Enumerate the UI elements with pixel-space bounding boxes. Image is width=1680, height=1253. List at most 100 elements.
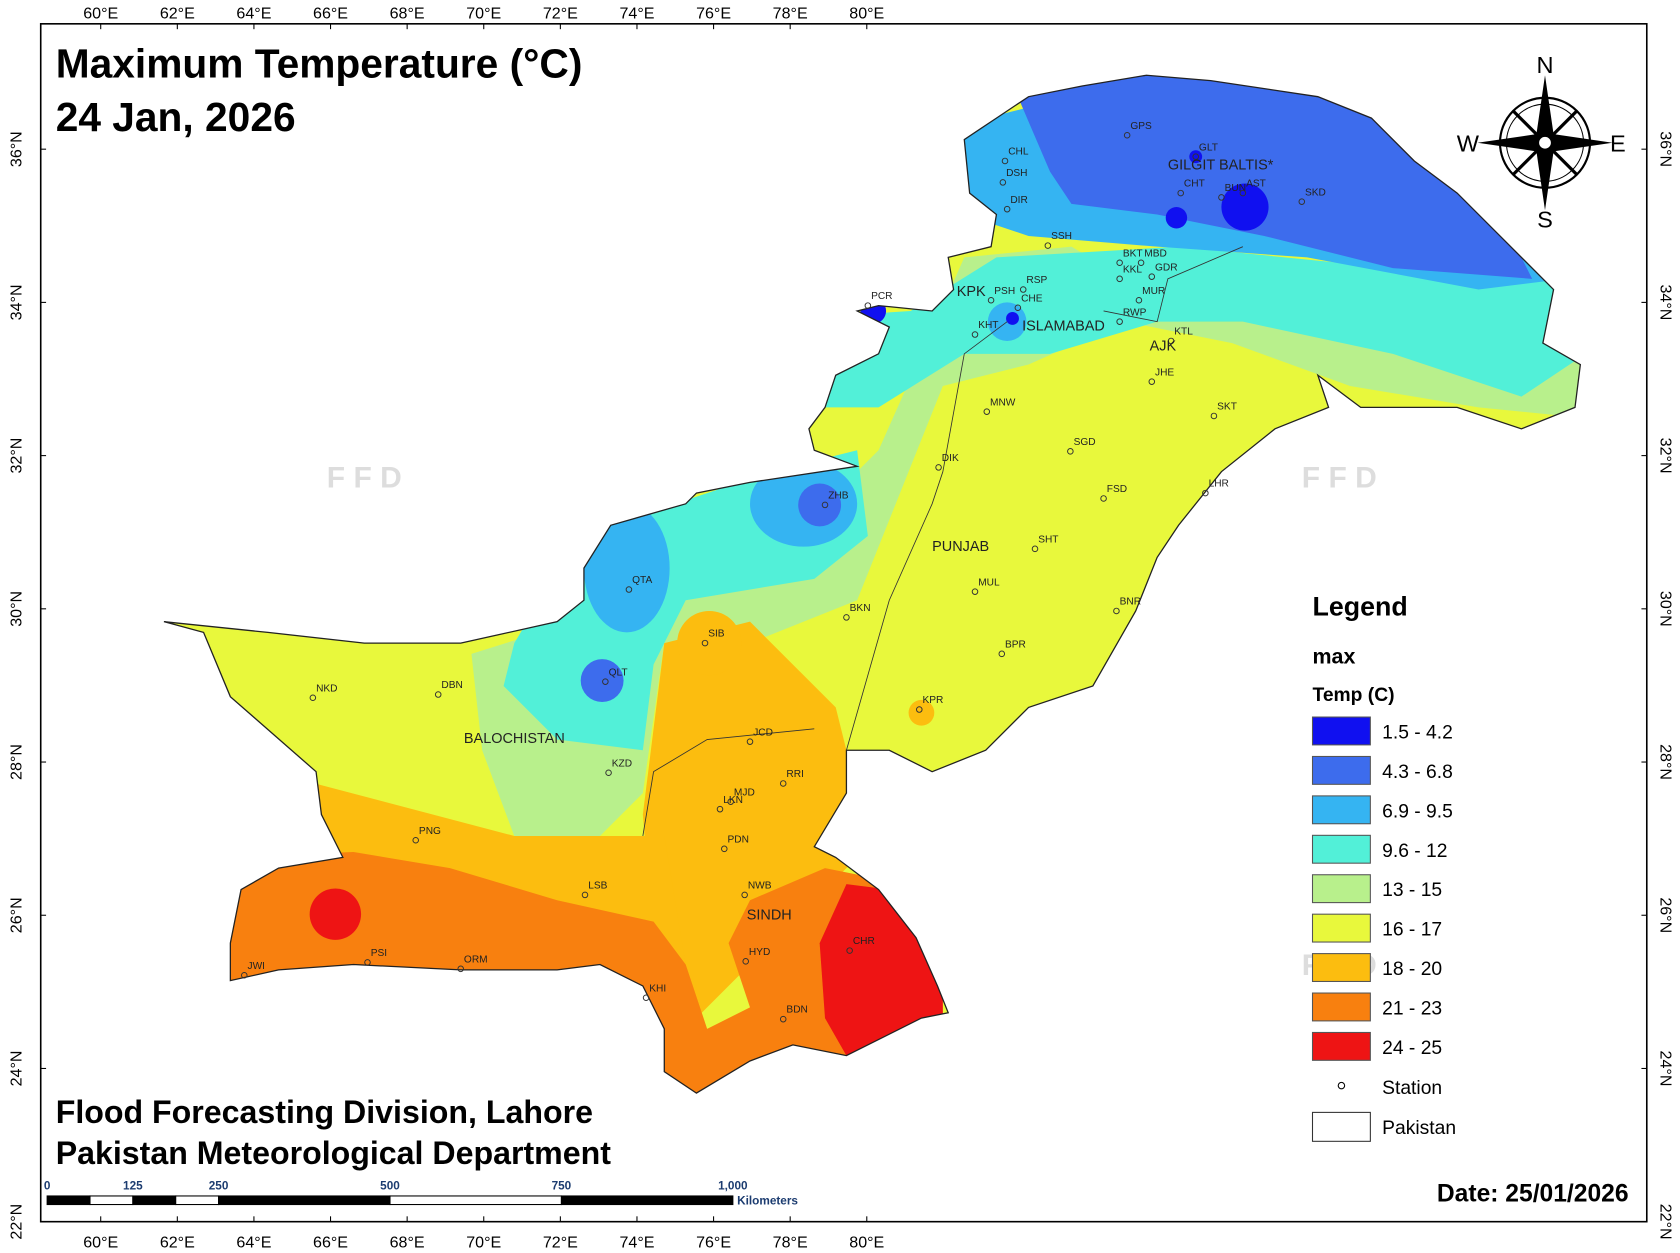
lat-label: 22°N [7,1204,25,1240]
legend-label: 9.6 - 12 [1382,841,1447,862]
station-marker [1123,131,1131,139]
map-frame [39,23,1648,1223]
station-marker [864,302,872,309]
station-label: QLT [609,667,628,678]
station-marker [987,296,995,304]
station-label: PSH [994,286,1015,297]
title: Maximum Temperature (°C) [56,40,583,86]
station-label: RSP [1026,275,1047,286]
station-marker [1167,337,1175,345]
station-label: BKN [850,603,871,614]
station-label: PDN [728,834,749,845]
station-marker [701,639,709,647]
lon-label: 64°E [236,4,271,22]
lon-label: 72°E [543,1233,578,1251]
subtitle: 24 Jan, 2026 [56,94,296,140]
lon-label: 72°E [543,4,578,22]
lon-label: 76°E [696,4,731,22]
station-marker [1210,412,1218,420]
watermark: F F D [327,462,402,495]
station-marker [412,836,419,844]
station-marker [1019,286,1027,293]
station-label: RWP [1123,307,1147,318]
station-label: DSH [1006,168,1027,179]
legend-swatch [1311,755,1371,785]
region-label: BALOCHISTAN [464,731,565,747]
compass [1477,75,1613,211]
station-label: GPS [1130,121,1152,132]
legend-swatch [1311,795,1371,825]
station-label: ORM [464,954,488,965]
lat-label: 32°N [7,438,25,474]
scale-segment [46,1195,91,1206]
station-marker [1001,157,1009,165]
station-label: QTA [632,575,652,586]
footer-line: Pakistan Meteorological Department [56,1135,611,1171]
station-label: DBN [441,680,462,691]
station-marker [916,706,923,713]
footer-line: Flood Forecasting Division, Lahore [56,1094,593,1130]
station-marker [1116,259,1123,267]
scale-label: 0 [44,1180,51,1193]
station-label: KTL [1174,327,1193,338]
station-label: DIK [942,453,959,464]
station-marker [821,501,829,509]
station-marker [1067,448,1074,455]
station-label: BNR [1120,597,1141,608]
lat-label: 22°N [1657,1204,1675,1240]
lon-label: 76°E [696,1233,731,1251]
station-marker [1014,304,1022,312]
scale-label: 250 [209,1180,229,1193]
compass-w: W [1457,130,1480,156]
lon-label: 64°E [236,1233,271,1251]
station-label: SGD [1074,437,1096,448]
legend-swatch [1311,913,1371,943]
legend-swatch [1311,716,1371,746]
lon-label: 60°E [83,1233,118,1251]
station-label: JHE [1155,367,1174,378]
scale-label: 500 [380,1180,400,1193]
station-marker [741,891,748,899]
station-marker [581,891,589,899]
lon-label: 78°E [773,1233,808,1251]
station-label: ZHB [828,490,849,501]
station-label: KPR [923,695,944,706]
lat-label: 26°N [7,897,25,933]
lat-label: 30°N [1657,591,1675,627]
lon-label: 70°E [466,4,501,22]
lon-label: 68°E [390,1233,425,1251]
compass-e: E [1610,130,1626,156]
station-label: CHE [1021,293,1043,304]
legend-boundary-swatch [1311,1111,1371,1142]
station-marker [998,650,1006,658]
lat-label: 28°N [1657,744,1675,780]
legend-label: 6.9 - 9.5 [1382,801,1453,822]
station-label: MJD [734,787,755,798]
station-marker [746,738,754,745]
station-marker [779,1015,787,1023]
legend-station: Station [1382,1078,1442,1099]
scale-label: 750 [552,1180,572,1193]
station-marker [1298,198,1306,205]
station-marker [983,408,991,415]
station-label: JWI [247,961,265,972]
legend-station-marker [1337,1081,1346,1090]
station-label: HYD [749,947,770,958]
station-marker [971,331,979,338]
legend-label: 13 - 15 [1382,880,1442,901]
legend-swatch [1311,1031,1371,1061]
legend-label: 21 - 23 [1382,998,1442,1019]
station-label: JCD [753,727,773,738]
station-label: DIR [1010,195,1028,206]
station-marker [779,780,787,787]
lon-label: 62°E [160,1233,195,1251]
station-label: BUN [1225,183,1246,194]
station-label: CHT [1184,179,1205,190]
scale-segment [89,1195,134,1206]
lat-label: 32°N [1657,438,1675,474]
station-label: LSB [588,880,607,891]
legend-label: 4.3 - 6.8 [1382,762,1453,783]
station-label: BKT [1123,248,1143,259]
date: Date: 25/01/2026 [1437,1180,1629,1207]
